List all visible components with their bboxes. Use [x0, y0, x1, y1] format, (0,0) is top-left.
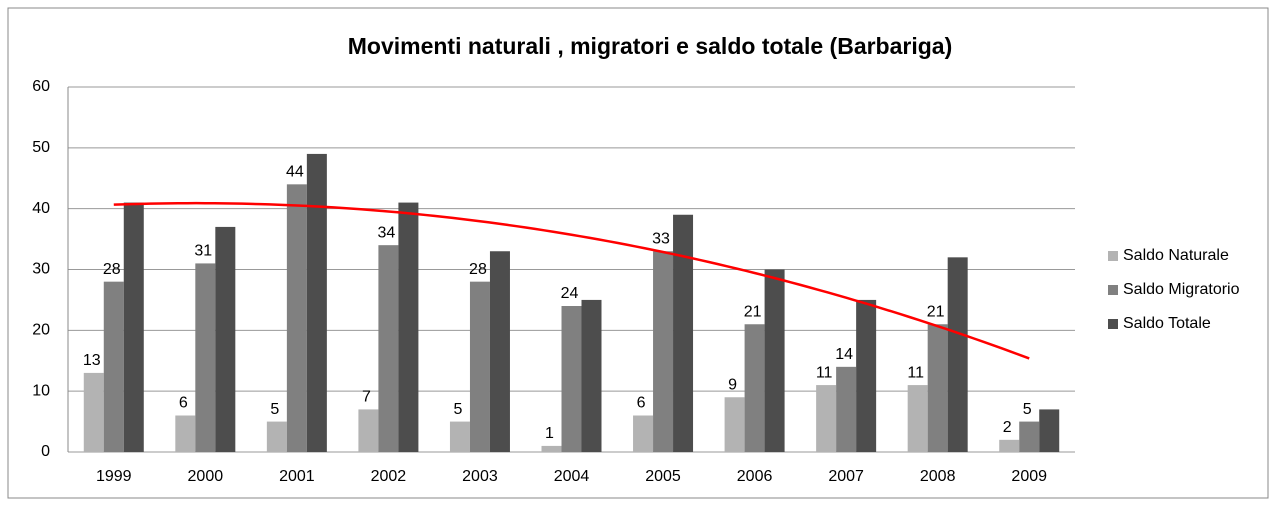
data-label: 28 [103, 261, 121, 278]
data-label: 21 [927, 303, 945, 320]
x-tick-label: 2005 [645, 468, 681, 485]
bar [581, 299, 602, 452]
y-tick-label: 10 [32, 382, 50, 399]
bar [856, 299, 877, 452]
x-tick-label: 2000 [188, 468, 224, 485]
data-label: 34 [378, 224, 396, 241]
bar [653, 251, 674, 452]
bar [907, 385, 928, 452]
bar [449, 421, 470, 452]
bar [816, 385, 837, 452]
data-label: 11 [816, 364, 833, 381]
x-tick-label: 2008 [920, 468, 956, 485]
bar [947, 257, 968, 452]
y-tick-label: 30 [32, 261, 50, 278]
bar [358, 409, 379, 452]
data-label: 33 [652, 230, 670, 247]
data-label: 13 [83, 352, 101, 369]
legend-label: Saldo Totale [1123, 315, 1211, 332]
y-tick-label: 20 [32, 322, 50, 339]
legend-label: Saldo Naturale [1123, 247, 1229, 264]
bar [378, 245, 399, 452]
legend-swatch [1108, 285, 1118, 295]
bar [469, 281, 490, 452]
y-tick-label: 50 [32, 139, 50, 156]
bar [175, 415, 196, 452]
bar [927, 324, 948, 452]
data-label: 11 [907, 364, 924, 381]
bar [724, 397, 745, 452]
y-tick-label: 60 [32, 78, 50, 95]
bar [489, 251, 510, 452]
y-tick-label: 0 [41, 443, 50, 460]
bar [286, 184, 307, 453]
bar [673, 214, 694, 452]
bar [764, 269, 785, 452]
bar [398, 202, 419, 452]
data-label: 6 [179, 395, 188, 412]
bar [1039, 409, 1060, 452]
bar [306, 153, 327, 452]
legend-swatch [1108, 319, 1118, 329]
data-label: 21 [744, 303, 762, 320]
data-label: 5 [1023, 401, 1032, 418]
x-tick-label: 2004 [554, 468, 590, 485]
bar [836, 366, 857, 452]
bar [195, 263, 216, 452]
x-tick-label: 2002 [371, 468, 407, 485]
data-label: 6 [637, 395, 646, 412]
data-label: 14 [835, 346, 853, 363]
x-tick-label: 2006 [737, 468, 773, 485]
bar [266, 421, 287, 452]
data-label: 5 [454, 401, 463, 418]
data-label: 7 [362, 389, 371, 406]
data-label: 44 [286, 164, 304, 181]
data-label: 5 [270, 401, 279, 418]
bar [103, 281, 124, 452]
legend-swatch [1108, 251, 1118, 261]
data-label: 1 [545, 425, 554, 442]
bar [633, 415, 654, 452]
bar [123, 202, 144, 452]
bar [83, 372, 104, 452]
data-label: 28 [469, 261, 487, 278]
data-label: 2 [1003, 419, 1012, 436]
bar [215, 226, 236, 452]
data-label: 31 [194, 243, 212, 260]
bar [1019, 421, 1040, 452]
trendline [113, 201, 1030, 360]
x-tick-label: 1999 [96, 468, 132, 485]
bar [541, 445, 562, 452]
data-label: 9 [728, 376, 737, 393]
x-tick-label: 2003 [462, 468, 498, 485]
data-label: 24 [561, 285, 579, 302]
bar [999, 439, 1020, 452]
chart-title: Movimenti naturali , migratori e saldo t… [348, 33, 953, 59]
bar [744, 324, 765, 452]
x-tick-label: 2007 [828, 468, 864, 485]
legend-label: Saldo Migratorio [1123, 281, 1240, 298]
bar [561, 306, 582, 452]
y-tick-label: 40 [32, 200, 50, 217]
x-tick-label: 2009 [1011, 468, 1047, 485]
x-tick-label: 2001 [279, 468, 315, 485]
